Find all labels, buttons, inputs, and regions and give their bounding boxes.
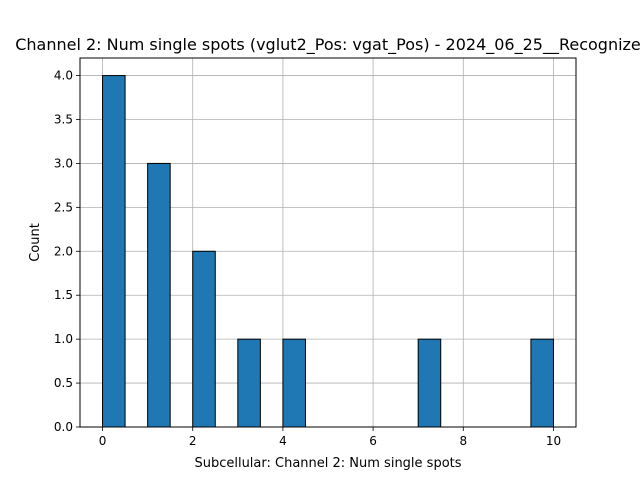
bars [102,75,554,428]
x-tick-label: 4 [279,434,287,448]
x-tick-label: 6 [369,434,377,448]
x-tick-label: 8 [459,434,467,448]
histogram-bar [147,162,171,428]
y-tick-label: 0.0 [54,420,73,434]
histogram-bar [237,338,261,428]
x-axis-label: Subcellular: Channel 2: Num single spots [194,456,461,471]
y-axis-label: Count [28,223,43,262]
y-tick-label: 2.0 [54,244,73,258]
y-tick-label: 3.5 [54,113,73,127]
histogram-bar [282,338,306,428]
y-tick-label: 1.5 [54,288,73,302]
ticks: 0 2 4 6 8 10 0.0 0.5 1.0 1.5 2.0 2.5 3.0 3.5 4.0 [54,69,561,448]
histogram-bar [192,250,216,428]
x-tick-label: 0 [99,434,107,448]
y-tick-label: 0.5 [54,376,73,390]
x-tick-label: 2 [189,434,197,448]
histogram-bar [530,338,554,428]
chart-title: Channel 2: Num single spots (vglut2_Pos:… [15,35,640,55]
y-tick-label: 3.0 [54,156,73,170]
histogram-bar [102,75,126,428]
y-tick-label: 1.0 [54,332,73,346]
plot-frame [79,57,577,428]
y-tick-label: 2.5 [54,200,73,214]
x-tick-label: 10 [546,434,561,448]
y-tick-label: 4.0 [54,69,73,83]
histogram-bar [417,338,442,428]
